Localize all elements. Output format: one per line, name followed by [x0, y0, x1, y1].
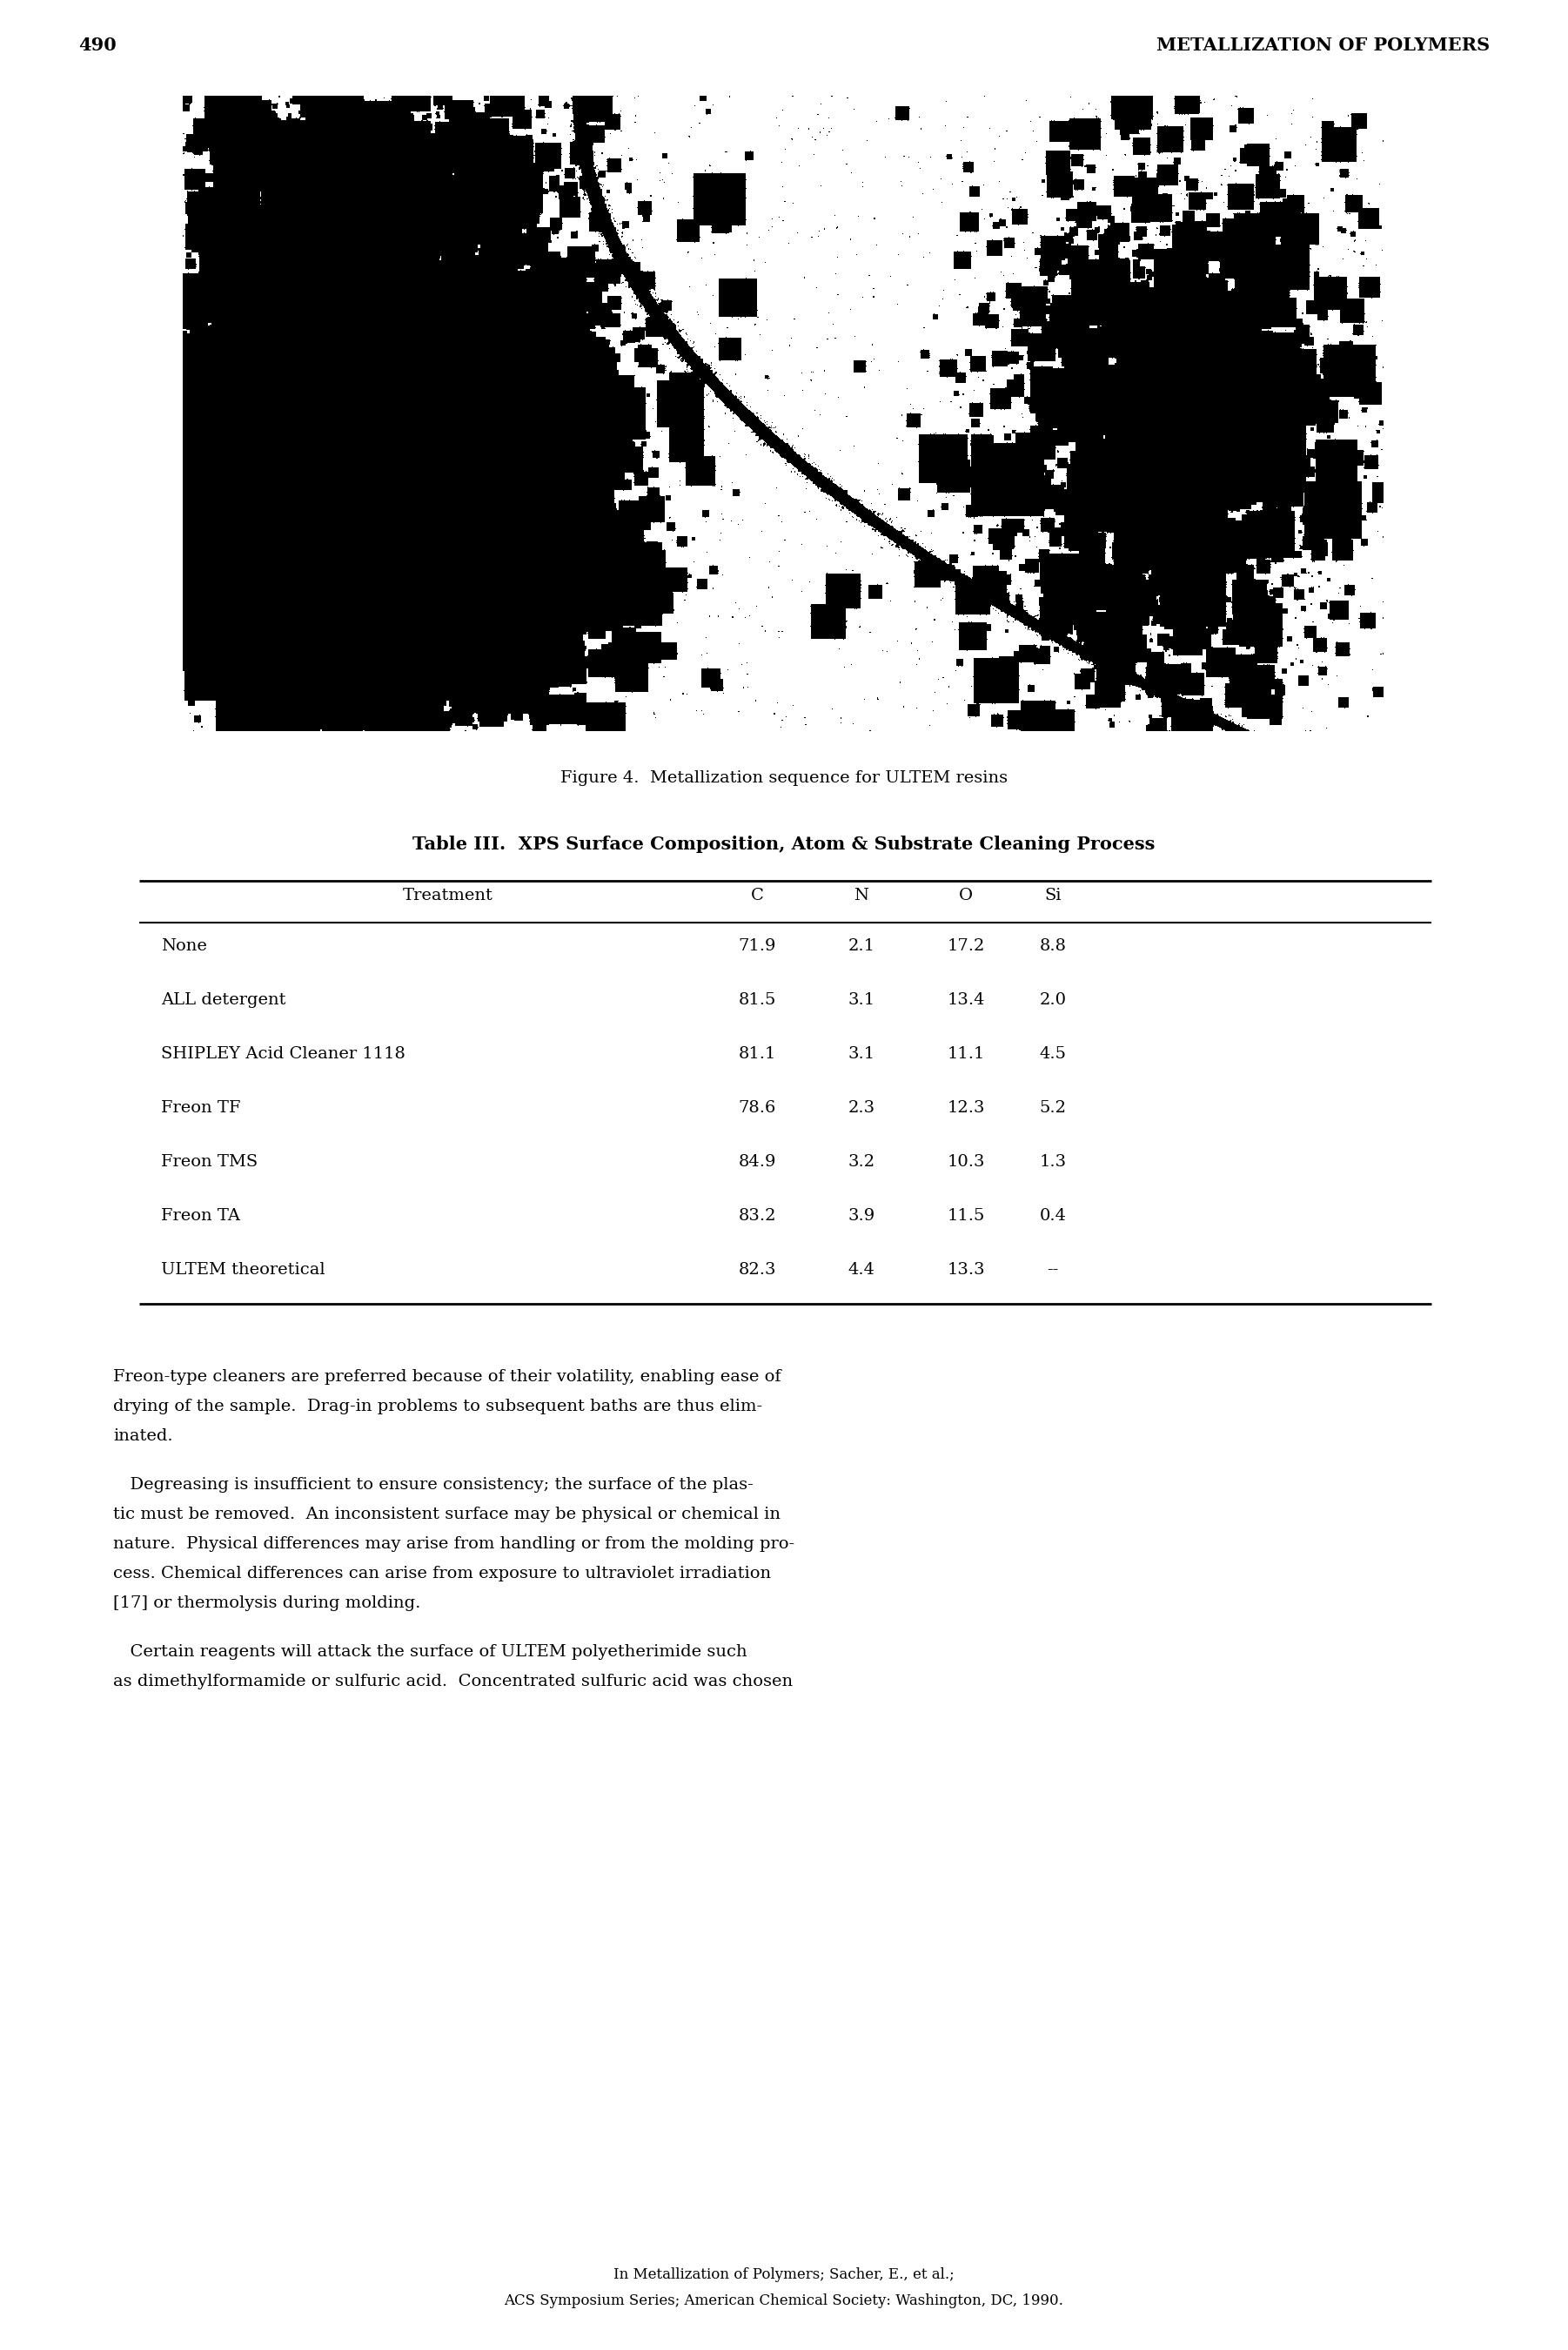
Text: 81.1: 81.1 — [739, 1046, 776, 1062]
Text: 83.2: 83.2 — [739, 1208, 776, 1224]
Text: 2.1: 2.1 — [848, 938, 875, 954]
Text: 490: 490 — [78, 38, 116, 54]
Text: Certain reagents will attack the surface of ULTEM polyetherimide such: Certain reagents will attack the surface… — [113, 1645, 746, 1659]
Text: nature.  Physical differences may arise from handling or from the molding pro-: nature. Physical differences may arise f… — [113, 1537, 795, 1551]
Text: 11.1: 11.1 — [947, 1046, 985, 1062]
Text: Freon TF: Freon TF — [162, 1100, 240, 1116]
Text: as dimethylformamide or sulfuric acid.  Concentrated sulfuric acid was chosen: as dimethylformamide or sulfuric acid. C… — [113, 1673, 793, 1690]
Text: 3.9: 3.9 — [848, 1208, 875, 1224]
Text: 3.1: 3.1 — [848, 1046, 875, 1062]
Text: 13.3: 13.3 — [947, 1262, 985, 1278]
Text: [17] or thermolysis during molding.: [17] or thermolysis during molding. — [113, 1596, 420, 1612]
Text: 17.2: 17.2 — [947, 938, 985, 954]
Text: 5.2: 5.2 — [1040, 1100, 1066, 1116]
Text: Figure 4.  Metallization sequence for ULTEM resins: Figure 4. Metallization sequence for ULT… — [560, 771, 1008, 785]
Text: 78.6: 78.6 — [739, 1100, 776, 1116]
Text: --: -- — [1047, 1262, 1058, 1278]
Text: 2.0: 2.0 — [1040, 992, 1066, 1008]
Text: 8.8: 8.8 — [1040, 938, 1066, 954]
Text: Degreasing is insufficient to ensure consistency; the surface of the plas-: Degreasing is insufficient to ensure con… — [113, 1478, 753, 1492]
Text: METALLIZATION OF POLYMERS: METALLIZATION OF POLYMERS — [1156, 38, 1490, 54]
Text: 4.4: 4.4 — [848, 1262, 875, 1278]
Text: O: O — [960, 888, 972, 902]
Text: SHIPLEY Acid Cleaner 1118: SHIPLEY Acid Cleaner 1118 — [162, 1046, 406, 1062]
Text: 82.3: 82.3 — [739, 1262, 776, 1278]
Text: 81.5: 81.5 — [739, 992, 776, 1008]
Text: N: N — [855, 888, 869, 902]
Text: Table III.  XPS Surface Composition, Atom & Substrate Cleaning Process: Table III. XPS Surface Composition, Atom… — [412, 837, 1156, 853]
Text: drying of the sample.  Drag-in problems to subsequent baths are thus elim-: drying of the sample. Drag-in problems t… — [113, 1398, 762, 1415]
Text: ULTEM theoretical: ULTEM theoretical — [162, 1262, 325, 1278]
Text: 3.1: 3.1 — [848, 992, 875, 1008]
Text: tic must be removed.  An inconsistent surface may be physical or chemical in: tic must be removed. An inconsistent sur… — [113, 1506, 781, 1523]
Text: 12.3: 12.3 — [947, 1100, 985, 1116]
Text: C: C — [751, 888, 764, 902]
Text: Freon-type cleaners are preferred because of their volatility, enabling ease of: Freon-type cleaners are preferred becaus… — [113, 1370, 781, 1384]
Text: 13.4: 13.4 — [947, 992, 985, 1008]
Text: inated.: inated. — [113, 1429, 172, 1443]
Text: 1.3: 1.3 — [1040, 1154, 1066, 1170]
Text: None: None — [162, 938, 207, 954]
Text: In Metallization of Polymers; Sacher, E., et al.;: In Metallization of Polymers; Sacher, E.… — [613, 2268, 955, 2282]
Text: 4.5: 4.5 — [1040, 1046, 1066, 1062]
Text: ACS Symposium Series; American Chemical Society: Washington, DC, 1990.: ACS Symposium Series; American Chemical … — [505, 2294, 1063, 2308]
Text: Freon TA: Freon TA — [162, 1208, 240, 1224]
Text: Treatment: Treatment — [403, 888, 494, 902]
Text: cess. Chemical differences can arise from exposure to ultraviolet irradiation: cess. Chemical differences can arise fro… — [113, 1565, 771, 1582]
Text: 10.3: 10.3 — [947, 1154, 985, 1170]
Text: 71.9: 71.9 — [739, 938, 776, 954]
Text: Freon TMS: Freon TMS — [162, 1154, 257, 1170]
Text: 2.3: 2.3 — [848, 1100, 875, 1116]
Text: 0.4: 0.4 — [1040, 1208, 1066, 1224]
Text: Si: Si — [1044, 888, 1062, 902]
Text: ALL detergent: ALL detergent — [162, 992, 285, 1008]
Text: 3.2: 3.2 — [848, 1154, 875, 1170]
Text: 11.5: 11.5 — [947, 1208, 985, 1224]
Text: 84.9: 84.9 — [739, 1154, 776, 1170]
